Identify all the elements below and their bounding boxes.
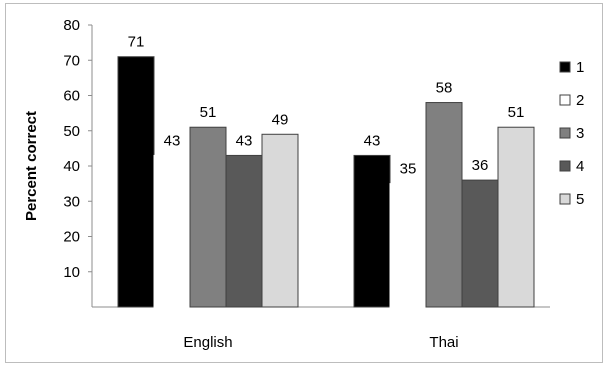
- bar: [425, 102, 463, 308]
- data-label: 51: [200, 104, 217, 121]
- legend-swatch: [559, 61, 571, 73]
- legend: 1 2 3 4 5: [559, 59, 584, 208]
- bar: [389, 183, 427, 308]
- y-tick-label: 80: [63, 17, 80, 34]
- legend-swatch: [559, 127, 571, 139]
- bars: [117, 56, 535, 308]
- data-label: 35: [400, 161, 417, 178]
- legend-label: 1: [576, 59, 584, 76]
- data-label: 49: [272, 111, 289, 128]
- bar: [117, 56, 155, 308]
- y-axis-title: Percent correct: [23, 111, 40, 221]
- data-label: 43: [164, 132, 181, 149]
- y-tick-label: 30: [63, 193, 80, 210]
- data-labels: 71 43 51 43 49 43 35 58 36 51: [128, 34, 525, 178]
- legend-label: 4: [576, 158, 584, 175]
- bar: [189, 126, 227, 308]
- bar: [461, 179, 499, 308]
- x-category-label: English: [183, 334, 232, 351]
- legend-swatch: [559, 193, 571, 205]
- legend-label: 3: [576, 125, 584, 142]
- y-tick-label: 60: [63, 88, 80, 105]
- data-label: 51: [508, 104, 525, 121]
- data-label: 71: [128, 34, 145, 51]
- data-label: 43: [364, 132, 381, 149]
- legend-label: 2: [576, 92, 584, 109]
- bar: [261, 133, 299, 308]
- y-tick-label: 70: [63, 52, 80, 69]
- bar: [225, 154, 263, 308]
- legend-swatch: [559, 160, 571, 172]
- data-label: 58: [436, 80, 453, 97]
- data-label: 36: [472, 157, 489, 174]
- data-label: 43: [236, 132, 253, 149]
- bar: [153, 154, 191, 308]
- bar: [497, 126, 535, 308]
- y-tick-label: 50: [63, 123, 80, 140]
- bar: [353, 154, 391, 308]
- y-tick-label: 10: [63, 264, 80, 281]
- y-tick-label: 20: [63, 229, 80, 246]
- x-category-label: Thai: [429, 334, 458, 351]
- y-tick-label: 40: [63, 158, 80, 175]
- legend-label: 5: [576, 191, 584, 208]
- legend-swatch: [559, 94, 571, 106]
